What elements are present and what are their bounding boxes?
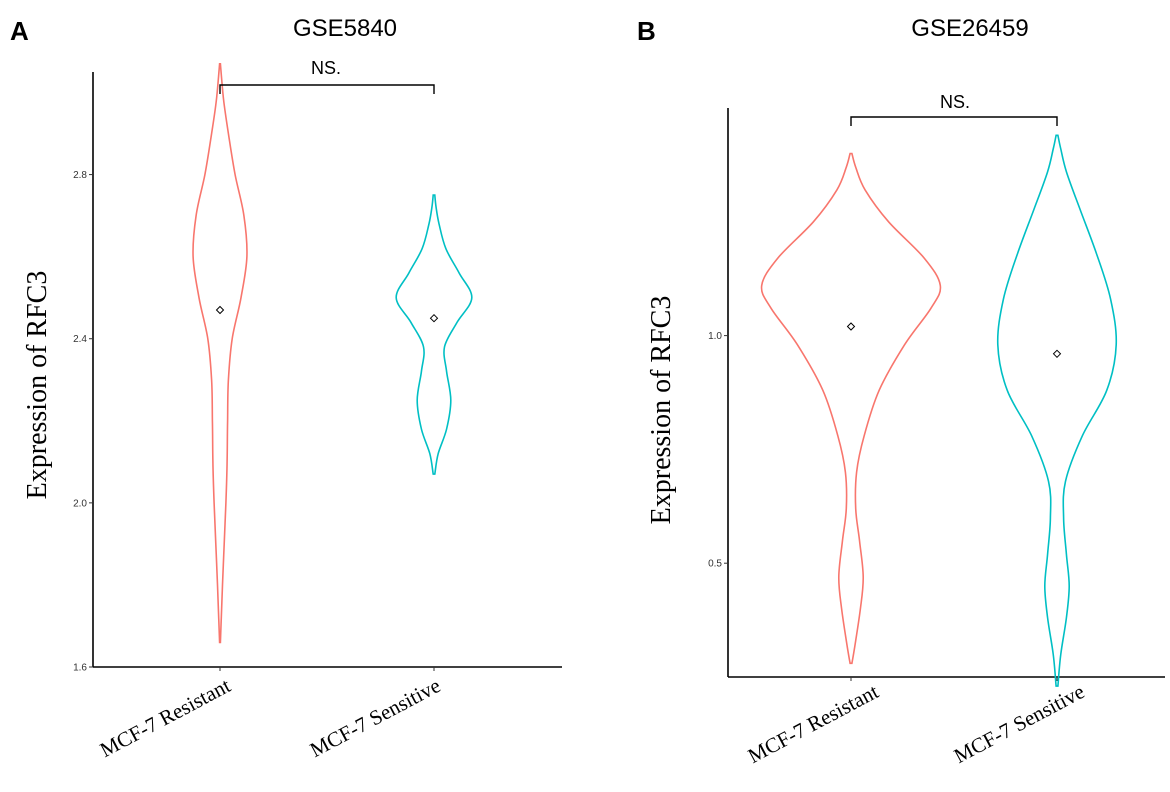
y-tick-label: 1.6	[73, 663, 87, 674]
mean-marker-resistant-a	[215, 305, 225, 315]
mean-marker-sensitive-a	[429, 313, 439, 323]
y-axis-label-b: Expression of RFC3	[646, 296, 677, 525]
violin-sensitive-a	[395, 194, 473, 475]
y-tick-label: 1.0	[708, 331, 722, 342]
x-tick-label-resistant-b: MCF-7 Resistant	[744, 679, 883, 768]
violin-sensitive-b	[996, 134, 1118, 687]
panel-b: B GSE26459 Expression of RFC3 MCF-7 Resi…	[637, 15, 1165, 768]
y-tick-label: 2.4	[73, 334, 87, 345]
x-tick-label-sensitive-b: MCF-7 Sensitive	[950, 679, 1089, 768]
panel-letter-a: A	[10, 16, 29, 46]
y-tick-label: 0.5	[708, 559, 722, 570]
violin-resistant-b	[760, 152, 942, 665]
x-tick-label-sensitive-a: MCF-7 Sensitive	[306, 673, 445, 762]
chart-title-b: GSE26459	[911, 15, 1028, 42]
significance-bracket-a	[219, 84, 435, 94]
y-tick-label: 2.0	[73, 498, 87, 509]
mean-marker-sensitive-b	[1052, 349, 1062, 359]
panel-a: A GSE5840 Expression of RFC3 MCF-7 Resis…	[10, 15, 562, 762]
violin-resistant-a	[192, 63, 248, 644]
y-tick-label: 2.8	[73, 170, 87, 181]
significance-label-b: NS.	[940, 92, 970, 112]
panel-letter-b: B	[637, 16, 656, 46]
x-tick-label-resistant-a: MCF-7 Resistant	[96, 673, 235, 762]
chart-title-a: GSE5840	[293, 15, 397, 42]
significance-label-a: NS.	[311, 58, 341, 78]
y-axis-label-a: Expression of RFC3	[22, 271, 53, 500]
mean-marker-resistant-b	[846, 322, 856, 331]
significance-bracket-b	[850, 116, 1058, 126]
